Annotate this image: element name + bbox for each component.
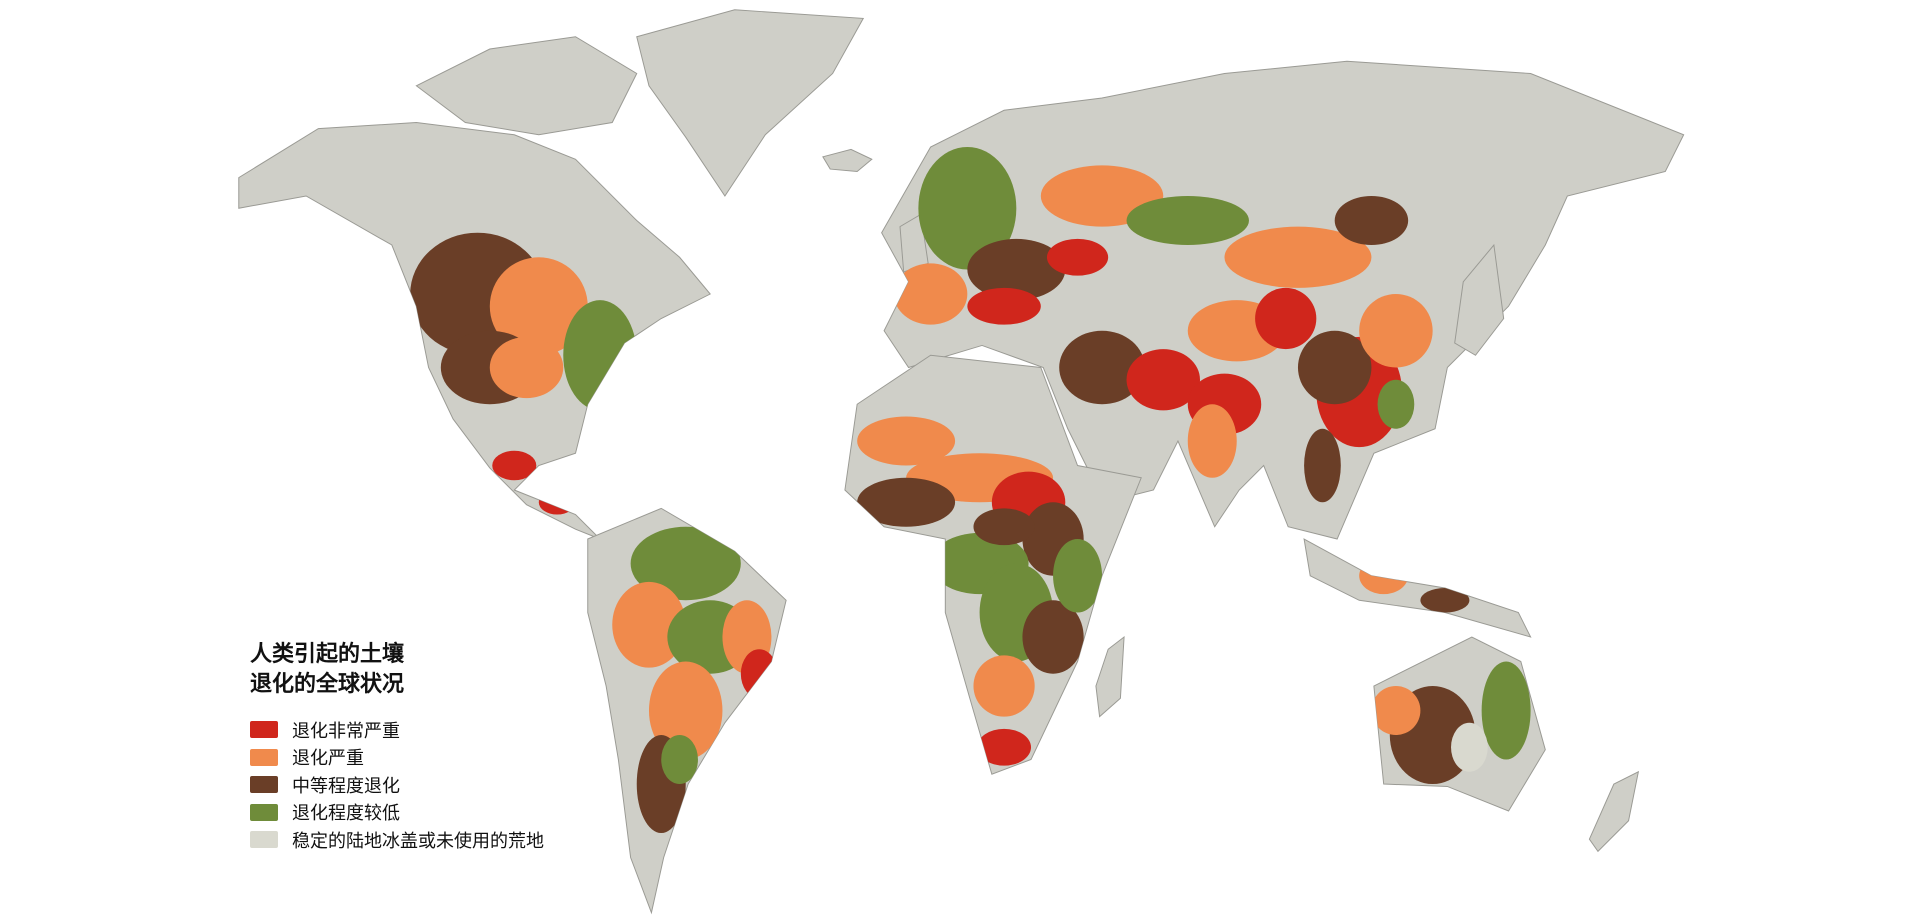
degradation-region	[648, 661, 723, 760]
degradation-region	[1255, 287, 1317, 350]
land-new-zealand	[1588, 770, 1640, 853]
degradation-region	[1359, 294, 1433, 368]
legend-title-line-2: 退化的全球状况	[250, 672, 405, 697]
degradation-region	[1420, 588, 1470, 613]
legend-item-very-severe: 退化非常严重	[250, 716, 544, 744]
degradation-region	[967, 287, 1041, 325]
degradation-region	[1053, 539, 1103, 613]
degradation-region	[973, 508, 1035, 546]
land-arctic-islands	[415, 36, 638, 136]
legend-item-moderate: 中等程度退化	[250, 771, 544, 799]
legend-swatch	[250, 721, 278, 739]
land-iceland	[822, 148, 873, 173]
legend-item-low: 退化程度较低	[250, 799, 544, 827]
degradation-region	[1304, 428, 1341, 503]
degradation-region	[1371, 686, 1421, 736]
degradation-region	[489, 336, 564, 399]
degradation-region	[973, 655, 1035, 717]
degradation-region	[1359, 557, 1409, 595]
degradation-region	[538, 490, 576, 515]
legend-label: 退化非常严重	[292, 720, 400, 742]
legend-swatch	[250, 831, 278, 849]
degradation-region	[661, 735, 698, 785]
degradation-region	[1481, 661, 1531, 760]
degradation-region	[1224, 226, 1372, 288]
land-japan	[1454, 243, 1505, 356]
land-greenland	[636, 9, 865, 197]
legend-item-severe: 退化严重	[250, 744, 544, 772]
degradation-region	[857, 477, 956, 527]
legend-label: 稳定的陆地冰盖或未使用的荒地	[292, 830, 544, 852]
degradation-region	[489, 257, 588, 356]
degradation-region	[492, 450, 537, 481]
degradation-region	[1187, 404, 1237, 478]
legend-title-line-1: 人类引起的土壤	[250, 642, 405, 667]
degradation-region	[612, 581, 686, 668]
degradation-region	[1126, 349, 1200, 411]
legend-label: 中等程度退化	[292, 775, 400, 797]
degradation-region	[1334, 196, 1409, 246]
land-uk	[899, 213, 929, 273]
legend-swatch	[250, 803, 278, 821]
degradation-region	[1377, 379, 1415, 429]
land-indonesia	[1303, 538, 1532, 638]
degradation-region	[967, 238, 1066, 301]
degradation-region	[630, 526, 741, 601]
legend-item-stable: 稳定的陆地冰盖或未使用的荒地	[250, 826, 544, 854]
legend-title: 人类引起的土壤 退化的全球状况	[250, 640, 544, 700]
legend-label: 退化严重	[292, 748, 364, 770]
legend-swatch	[250, 776, 278, 794]
map-legend: 人类引起的土壤 退化的全球状况 退化非常严重 退化严重 中等程度退化 退化程度较…	[250, 640, 544, 854]
land-madagascar	[1095, 635, 1125, 718]
degradation-region	[1059, 330, 1145, 405]
degradation-region	[1022, 600, 1084, 674]
degradation-region	[1046, 238, 1109, 276]
degradation-region	[1297, 330, 1372, 405]
legend-label: 退化程度较低	[292, 803, 400, 825]
degradation-region	[893, 263, 968, 325]
degradation-region	[977, 728, 1032, 766]
degradation-region	[1451, 722, 1488, 772]
legend-swatch	[250, 748, 278, 766]
degradation-regions	[410, 147, 1531, 834]
degradation-region	[740, 649, 778, 699]
degradation-region	[918, 147, 1017, 270]
degradation-region	[857, 416, 956, 466]
degradation-region	[563, 300, 637, 411]
degradation-region	[1126, 196, 1249, 246]
